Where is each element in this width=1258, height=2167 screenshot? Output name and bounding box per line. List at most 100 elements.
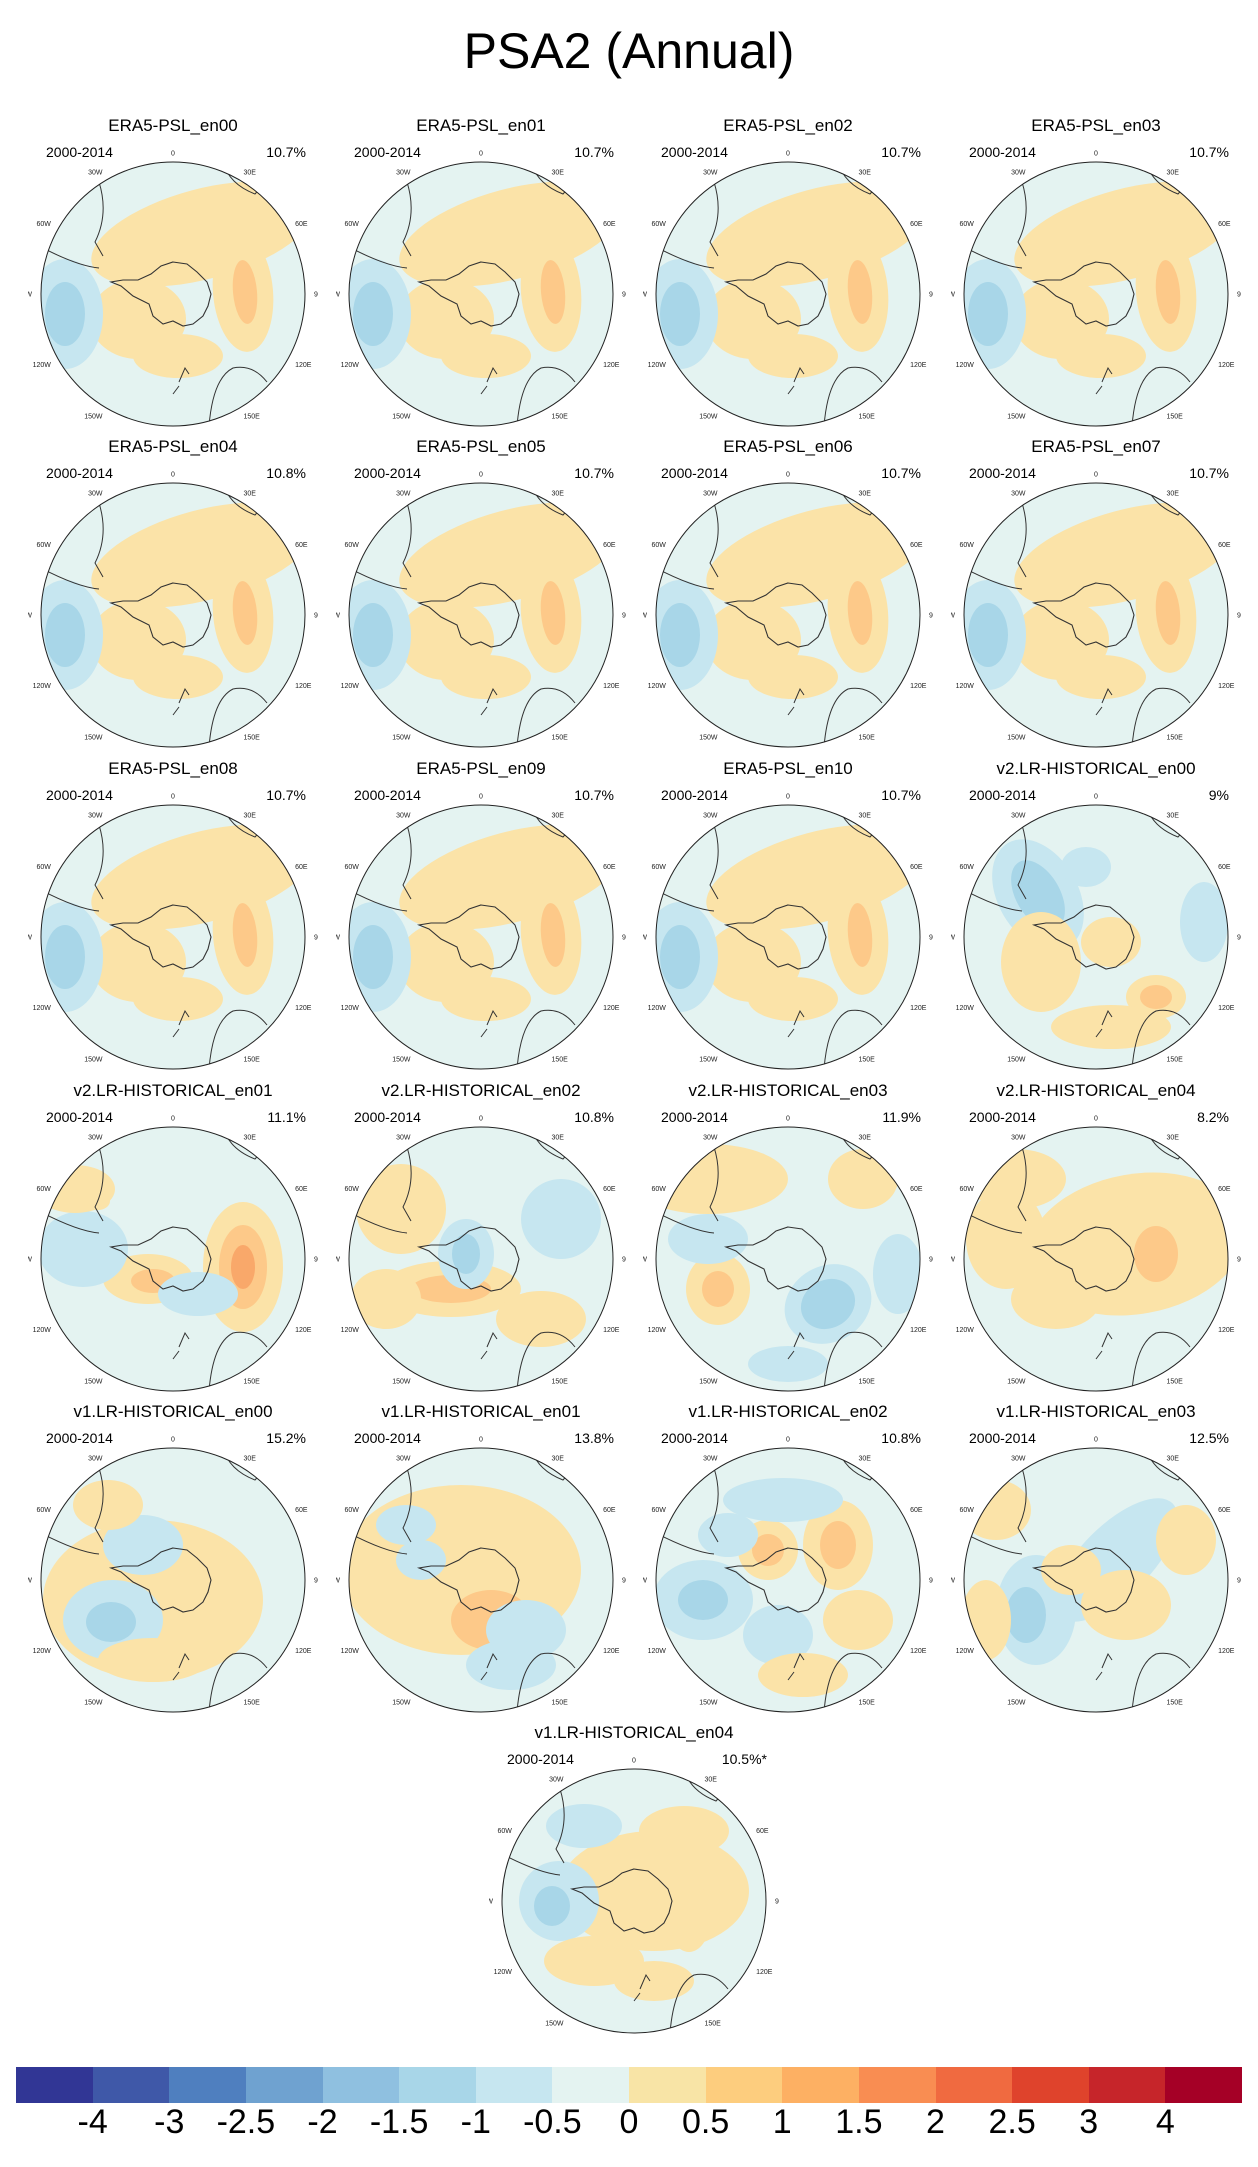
longitude-label: 30E <box>705 1776 718 1783</box>
longitude-label: 150W <box>1007 1057 1026 1064</box>
anomaly-contour <box>232 581 258 645</box>
panel-period: 2000-2014 <box>46 1430 113 1446</box>
anomaly-contour <box>823 1590 893 1650</box>
colorbar-cell <box>858 2067 936 2103</box>
longitude-label: 150E <box>859 1379 876 1386</box>
anomaly-contour <box>353 603 393 667</box>
longitude-label: 30W <box>1011 490 1026 497</box>
longitude-label: 90W <box>643 1257 647 1264</box>
longitude-label: 150W <box>1007 414 1026 421</box>
colorbar-tick-label: 0 <box>619 2103 639 2141</box>
panel-variance-percent: 9% <box>1208 787 1229 803</box>
longitude-label: 150W <box>392 1700 411 1707</box>
longitude-label: 120E <box>603 1005 620 1012</box>
longitude-label: 150W <box>699 1700 718 1707</box>
longitude-label: 120E <box>295 1005 312 1012</box>
longitude-label: 0 <box>1094 794 1098 801</box>
longitude-label: 30E <box>1167 1134 1180 1141</box>
anomaly-contour <box>158 1272 238 1316</box>
longitude-label: 90W <box>28 613 32 620</box>
panel-variance-percent: 10.7% <box>574 787 614 803</box>
anomaly-contour <box>1056 655 1146 699</box>
longitude-label: 60W <box>959 1186 974 1193</box>
anomaly-contour <box>441 655 531 699</box>
longitude-label: 120E <box>295 362 312 369</box>
panel-title: v2.LR-HISTORICAL_en03 <box>688 1081 888 1100</box>
longitude-label: 60W <box>36 1507 51 1514</box>
longitude-label: 90W <box>951 292 955 299</box>
colorbar-cell <box>629 2067 706 2103</box>
anomaly-contour <box>540 260 566 324</box>
map-panel: 030E60E90E120E150E180150W120W90W60W30Wv1… <box>336 1402 626 1713</box>
longitude-label: 30E <box>552 169 565 176</box>
anomaly-contour <box>1155 581 1181 645</box>
longitude-label: 90W <box>28 935 32 942</box>
longitude-label: 0 <box>1094 1116 1098 1123</box>
longitude-label: 0 <box>1094 472 1098 479</box>
map-panel: 030E60E90E120E150E180150W120W90W60W30WER… <box>28 116 318 427</box>
longitude-label: 30E <box>552 490 565 497</box>
map-panel: 030E60E90E120E150E180150W120W90W60W30WER… <box>951 116 1241 427</box>
panel-title: v1.LR-HISTORICAL_en02 <box>688 1402 888 1421</box>
longitude-label: 60W <box>344 1507 359 1514</box>
longitude-label: 60W <box>651 1186 666 1193</box>
longitude-label: 90E <box>929 1257 933 1264</box>
panel-title: ERA5-PSL_en02 <box>723 116 853 135</box>
longitude-label: 90W <box>643 1578 647 1585</box>
panel-title: ERA5-PSL_en04 <box>108 437 238 456</box>
panel-title: v2.LR-HISTORICAL_en01 <box>73 1081 273 1100</box>
longitude-label: 60W <box>651 864 666 871</box>
polar-map: 030E60E90E120E150E180150W120W90W60W30W <box>336 472 626 748</box>
map-panel: 030E60E90E120E150E180150W120W90W60W30WER… <box>643 759 933 1070</box>
australia-outline <box>669 1973 729 2033</box>
panel-period: 2000-2014 <box>969 1430 1036 1446</box>
anomaly-contour <box>1134 1226 1178 1282</box>
antarctica-outline <box>723 1226 827 1292</box>
polar-map: 030E60E90E120E150E180150W120W90W60W30W <box>643 794 933 1070</box>
longitude-label: 90E <box>929 613 933 620</box>
panel-period: 2000-2014 <box>661 1109 728 1125</box>
anomaly-contour <box>133 655 223 699</box>
longitude-label: 120W <box>648 1327 667 1334</box>
colorbar <box>16 2067 1242 2103</box>
antarctica-outline <box>416 1547 520 1613</box>
new-zealand-outline <box>1095 366 1113 395</box>
anomaly-contour <box>232 903 258 967</box>
anomaly-contour <box>1140 985 1172 1009</box>
new-zealand-outline <box>480 1009 498 1038</box>
longitude-label: 150W <box>699 1379 718 1386</box>
longitude-label: 30E <box>244 812 257 819</box>
new-zealand-outline <box>787 1009 805 1038</box>
longitude-label: 90E <box>929 292 933 299</box>
longitude-label: 150E <box>552 1700 569 1707</box>
panel-period: 2000-2014 <box>661 465 728 481</box>
longitude-label: 60W <box>651 1507 666 1514</box>
longitude-label: 0 <box>479 472 483 479</box>
colorbar-tick-label: -0.5 <box>523 2103 582 2141</box>
longitude-label: 90E <box>929 1578 933 1585</box>
panel-title: v1.LR-HISTORICAL_en01 <box>381 1402 581 1421</box>
longitude-label: 60W <box>959 542 974 549</box>
colorbar-cell <box>16 2067 93 2103</box>
longitude-label: 30E <box>859 169 872 176</box>
longitude-label: 150W <box>699 414 718 421</box>
colorbar-tick-label: -4 <box>77 2103 108 2141</box>
anomaly-contour <box>232 260 258 324</box>
map-panel: 030E60E90E120E150E180150W120W90W60W30WER… <box>28 437 318 748</box>
panel-title: ERA5-PSL_en06 <box>723 437 853 456</box>
longitude-label: 30W <box>88 1455 103 1462</box>
australia-outline <box>823 1331 883 1391</box>
anomaly-contour <box>847 903 873 967</box>
new-zealand-outline <box>172 366 190 395</box>
anomaly-contour <box>396 1540 446 1580</box>
longitude-label: 30W <box>88 169 103 176</box>
panel-title: ERA5-PSL_en00 <box>108 116 238 135</box>
longitude-label: 60E <box>295 1507 308 1514</box>
longitude-label: 150W <box>84 1379 103 1386</box>
new-zealand-outline <box>1095 687 1113 716</box>
colorbar-cell <box>169 2067 246 2103</box>
panel-variance-percent: 10.7% <box>1189 465 1229 481</box>
colorbar-tick-label: 3 <box>1079 2103 1099 2141</box>
longitude-label: 120E <box>910 683 927 690</box>
anomaly-contour <box>496 1291 586 1347</box>
